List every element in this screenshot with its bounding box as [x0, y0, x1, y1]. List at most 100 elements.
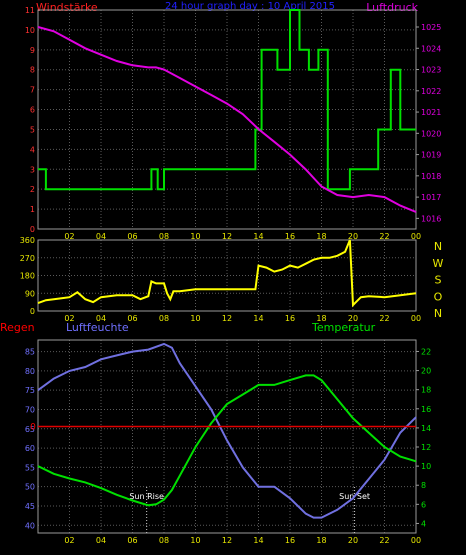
pressure-label: Luftdruck [366, 1, 418, 14]
x-tick-label: 04 [96, 536, 106, 545]
compass-letter: N [434, 240, 442, 253]
y-left-tick-label: 40 [25, 521, 35, 530]
x-tick-label: 22 [379, 232, 389, 241]
wind-speed-line [38, 9, 416, 191]
x-tick-label: 18 [316, 314, 326, 323]
y-right-tick-label: 1025 [421, 23, 441, 32]
y-right-tick-label: 1019 [421, 151, 441, 160]
x-tick-label: 10 [190, 314, 200, 323]
y-left-tick-label: 0 [30, 225, 35, 234]
bottom-left-axis: 40 45 50 55 60 65 70 75 80 85 [25, 348, 35, 531]
top-right-axis: 1016 1017 1018 1019 1020 1021 1022 1023 1024 1025 [416, 23, 441, 223]
y-right-tick-label: 14 [421, 424, 431, 433]
y-right-tick-label: 1024 [421, 44, 441, 53]
y-right-tick-label: 22 [421, 347, 431, 356]
y-left-tick-label: 45 [25, 502, 35, 511]
x-tick-label: 14 [253, 232, 263, 241]
y-right-tick-label: 8 [421, 481, 426, 490]
y-right-tick-label: 1016 [421, 214, 441, 223]
y-right-tick-label: 1020 [421, 129, 441, 138]
wind-speed-label: Windstärke [36, 1, 98, 14]
y-right-tick-label: 1021 [421, 108, 441, 117]
y-left-tick-label: 85 [25, 348, 35, 357]
x-tick-label: 10 [190, 232, 200, 241]
x-tick-label: 18 [316, 232, 326, 241]
y-right-tick-label: 18 [421, 386, 431, 395]
x-tick-label: 12 [222, 314, 232, 323]
x-tick-label: 10 [190, 536, 200, 545]
x-tick-label: 02 [64, 536, 74, 545]
y-left-tick-label: 10 [25, 26, 35, 35]
y-left-tick-label: 75 [25, 386, 35, 395]
x-tick-label: 08 [159, 314, 169, 323]
bottom-panel-frame [37, 339, 417, 534]
y-left-tick-label: 55 [25, 463, 35, 472]
y-right-tick-label: 12 [421, 443, 431, 452]
y-right-tick-label: 16 [421, 405, 431, 414]
x-tick-label: 04 [96, 232, 106, 241]
x-tick-label: 16 [285, 314, 295, 323]
y-right-tick-label: 1018 [421, 172, 441, 181]
x-tick-label: 12 [222, 232, 232, 241]
chart-title: 24 hour graph day : 10 April 2015 [165, 1, 335, 12]
rain-label: Regen [0, 321, 35, 334]
top-x-axis: 02 04 06 08 10 12 14 16 18 20 22 00 [64, 232, 421, 241]
y-right-tick-label: 1022 [421, 87, 441, 96]
x-tick-label: 16 [285, 536, 295, 545]
compass-letter: O [434, 290, 443, 303]
x-tick-label: 00 [411, 314, 421, 323]
y-left-tick-label: 70 [25, 405, 35, 414]
x-tick-label: 08 [159, 536, 169, 545]
y-left-tick-label: 90 [25, 289, 35, 298]
x-tick-label: 06 [127, 314, 137, 323]
x-tick-label: 04 [96, 314, 106, 323]
y-left-tick-label: 65 [25, 425, 35, 434]
y-left-tick-label: 270 [20, 254, 35, 263]
bottom-x-axis: 02 04 06 08 10 12 14 16 18 20 22 00 [64, 536, 421, 545]
y-right-tick-label: 1017 [421, 193, 441, 202]
y-left-tick-label: 1 [30, 205, 35, 214]
x-tick-label: 20 [348, 536, 358, 545]
temperature-label: Temperatur [311, 321, 376, 334]
x-tick-label: 06 [127, 536, 137, 545]
x-tick-label: 22 [379, 536, 389, 545]
y-right-tick-label: 4 [421, 519, 426, 528]
pressure-line [37, 26, 417, 213]
y-right-tick-label: 20 [421, 367, 431, 376]
x-tick-label: 20 [348, 232, 358, 241]
x-tick-label: 12 [222, 536, 232, 545]
x-tick-label: 18 [316, 536, 326, 545]
y-left-tick-label: 8 [30, 66, 35, 75]
y-left-tick-label: 5 [30, 125, 35, 134]
y-left-tick-label: 80 [25, 367, 35, 376]
bottom-right-axis: 4 6 8 10 12 14 16 18 20 22 [416, 347, 431, 528]
y-right-tick-label: 1023 [421, 66, 441, 75]
humidity-line [37, 342, 417, 519]
x-tick-label: 06 [127, 232, 137, 241]
middle-x-axis: 02 04 06 08 10 12 14 16 18 20 22 00 [64, 314, 421, 323]
y-left-tick-label: 11 [25, 6, 35, 15]
y-left-tick-label: 50 [25, 483, 35, 492]
y-left-tick-label: 4 [30, 145, 35, 154]
rain-axis-label: 0 [30, 423, 36, 433]
compass-letter: S [435, 274, 442, 287]
top-panel-frame [37, 9, 417, 230]
x-tick-label: 02 [64, 232, 74, 241]
y-right-tick-label: 6 [421, 500, 426, 509]
compass-letter: N [434, 307, 442, 320]
compass-letter: W [433, 257, 444, 270]
y-left-tick-label: 360 [20, 236, 35, 245]
x-tick-label: 14 [253, 536, 263, 545]
y-left-tick-label: 180 [20, 272, 35, 281]
x-tick-label: 22 [379, 314, 389, 323]
top-left-axis: 0 1 2 3 4 5 6 7 8 9 10 11 [25, 6, 35, 234]
humidity-label: Luftfeuchte [66, 321, 129, 334]
x-tick-label: 00 [411, 536, 421, 545]
y-left-tick-label: 60 [25, 444, 35, 453]
middle-panel-frame [37, 239, 417, 312]
x-tick-label: 00 [411, 232, 421, 241]
x-tick-label: 14 [253, 314, 263, 323]
